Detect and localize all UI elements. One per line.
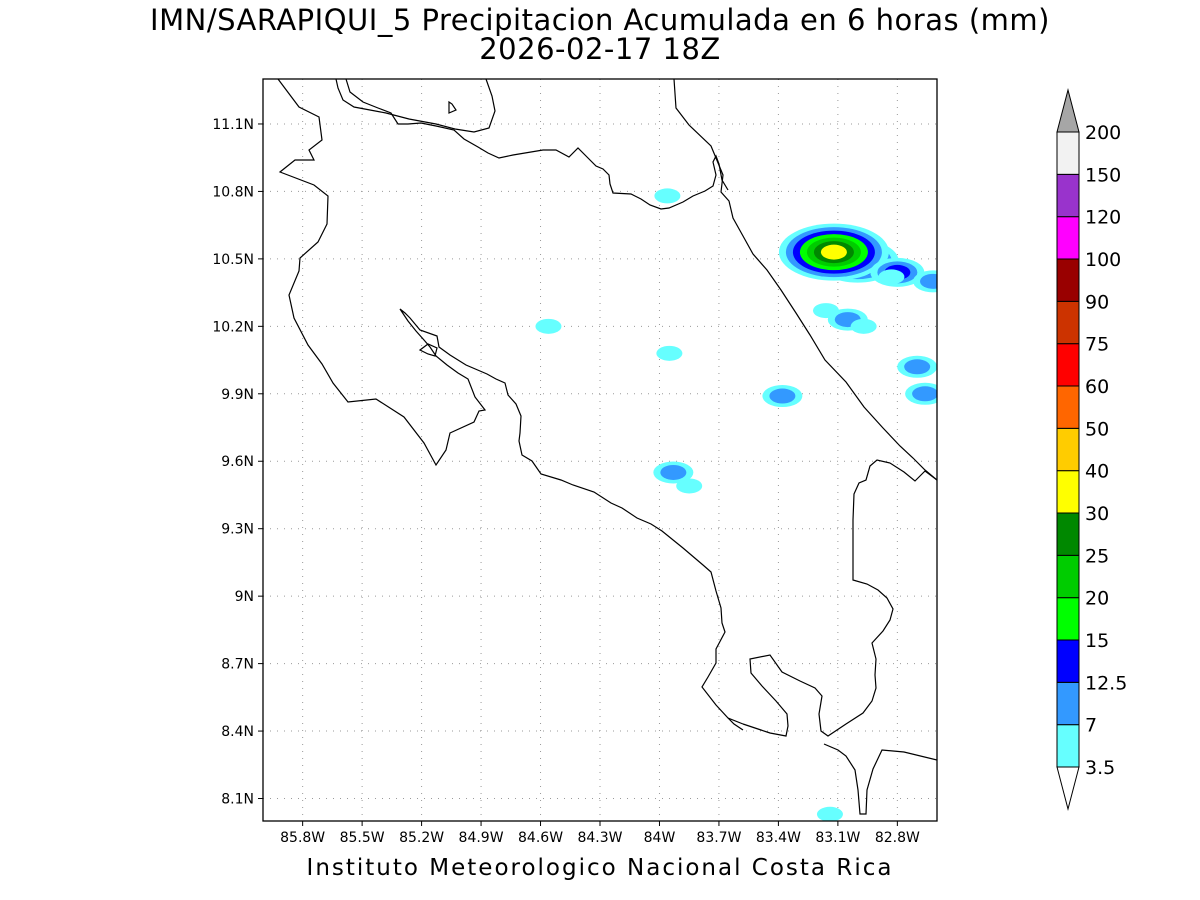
precip-contour: [676, 478, 703, 494]
coastline-main: [277, 79, 744, 725]
lon-tick-label: 82.8W: [875, 830, 920, 846]
map-datetime: 2026-02-17 18Z: [479, 32, 721, 66]
footer-credit: Instituto Meteorologico Nacional Costa R…: [306, 855, 894, 881]
colorbar-level-label: 30: [1085, 503, 1109, 525]
precip-contour: [656, 345, 683, 361]
colorbar-level-label: 120: [1085, 207, 1121, 229]
colorbar-swatch: [1056, 639, 1080, 683]
coastline-nicaragua-lake: [345, 79, 729, 210]
colorbar-level-label: 60: [1085, 376, 1109, 398]
island-north: [448, 100, 457, 114]
precip-contour: [812, 303, 839, 319]
colorbar-swatch: [1056, 597, 1080, 641]
colorbar-swatch: [1056, 343, 1080, 387]
lat-tick-label: 10.2N: [212, 319, 254, 335]
lat-tick-label: 9.6N: [221, 454, 254, 470]
colorbar-swatch: [1056, 512, 1080, 556]
axis-ticks: 11.1N 10.8N 10.5N 10.2N 9.9N 9.6N 9.3N 9N 8.7N 8.…: [212, 117, 920, 846]
colorbar-swatch: [1056, 724, 1080, 768]
precip-contour: [850, 318, 877, 334]
colorbar-swatch: [1056, 131, 1080, 175]
lat-tick-label: 11.1N: [212, 117, 254, 133]
precip-contour: [912, 386, 937, 402]
precipitation-field: [535, 188, 937, 821]
colorbar-level-label: 12.5: [1085, 672, 1127, 694]
coastline-coronado: [727, 717, 744, 731]
coastline: [277, 79, 937, 815]
precip-contour: [920, 273, 937, 289]
precip-contour: [878, 269, 905, 285]
colorbar-swatch: [1056, 385, 1080, 429]
lon-tick-label: 85.8W: [280, 830, 325, 846]
colorbar-over-triangle: [1056, 88, 1080, 133]
precip-contour: [535, 318, 562, 334]
precip-contour: [816, 806, 843, 821]
colorbar-under-triangle: [1056, 766, 1080, 811]
colorbar-swatch: [1056, 470, 1080, 514]
coastline-caribbean: [673, 79, 937, 481]
lat-tick-label: 8.4N: [221, 724, 254, 740]
precip-contour: [769, 388, 796, 404]
colorbar-swatch: [1056, 258, 1080, 302]
precip-contour: [660, 464, 687, 480]
colorbar: 3.5 7 12.5 15 20 25 30 40 50 60 75 90 100 120 150 200: [1056, 88, 1127, 811]
colorbar-level-label: 7: [1085, 715, 1097, 737]
lat-tick-label: 10.8N: [212, 184, 254, 200]
lat-tick-label: 8.7N: [221, 657, 254, 673]
lon-tick-label: 83.4W: [756, 830, 801, 846]
colorbar-level-label: 100: [1085, 249, 1121, 271]
colorbar-swatch: [1056, 554, 1080, 599]
precip-contour: [654, 188, 681, 204]
lon-tick-label: 83.1W: [815, 830, 860, 846]
lon-tick-label: 85.5W: [340, 830, 385, 846]
colorbar-level-label: 200: [1085, 122, 1121, 144]
precip-contour: [904, 359, 931, 375]
colorbar-level-label: 50: [1085, 418, 1109, 440]
colorbar-level-label: 150: [1085, 164, 1121, 186]
colorbar-swatch: [1056, 173, 1080, 218]
lon-tick-label: 84.3W: [577, 830, 622, 846]
colorbar-level-label: 15: [1085, 630, 1109, 652]
colorbar-level-label: 3.5: [1085, 757, 1115, 779]
island-chira: [418, 343, 438, 357]
coastline-burica: [823, 743, 937, 815]
coastline-osa: [742, 459, 937, 737]
colorbar-level-label: 90: [1085, 291, 1109, 313]
lat-tick-label: 8.1N: [221, 792, 254, 808]
coastline-lake-shore: [335, 79, 496, 133]
colorbar-swatch: [1056, 216, 1080, 260]
colorbar-swatch: [1056, 300, 1080, 345]
colorbar-level-label: 75: [1085, 334, 1109, 356]
lat-tick-label: 10.5N: [212, 252, 254, 268]
lon-tick-label: 84.9W: [459, 830, 504, 846]
graticule-grid: [263, 79, 937, 821]
colorbar-swatch: [1056, 427, 1080, 472]
lat-tick-label: 9N: [235, 589, 254, 605]
lon-tick-label: 83.7W: [696, 830, 741, 846]
colorbar-level-label: 20: [1085, 588, 1109, 610]
colorbar-swatch: [1056, 681, 1080, 726]
map-title: IMN/SARAPIQUI_5 Precipitacion Acumulada …: [150, 3, 1050, 37]
lat-tick-label: 9.3N: [221, 522, 254, 538]
lon-tick-label: 85.2W: [399, 830, 444, 846]
colorbar-level-label: 25: [1085, 545, 1109, 567]
lon-tick-label: 84W: [644, 830, 676, 846]
lon-tick-label: 84.6W: [518, 830, 563, 846]
colorbar-level-label: 40: [1085, 461, 1109, 483]
lat-tick-label: 9.9N: [221, 387, 254, 403]
precip-contour: [820, 244, 847, 260]
